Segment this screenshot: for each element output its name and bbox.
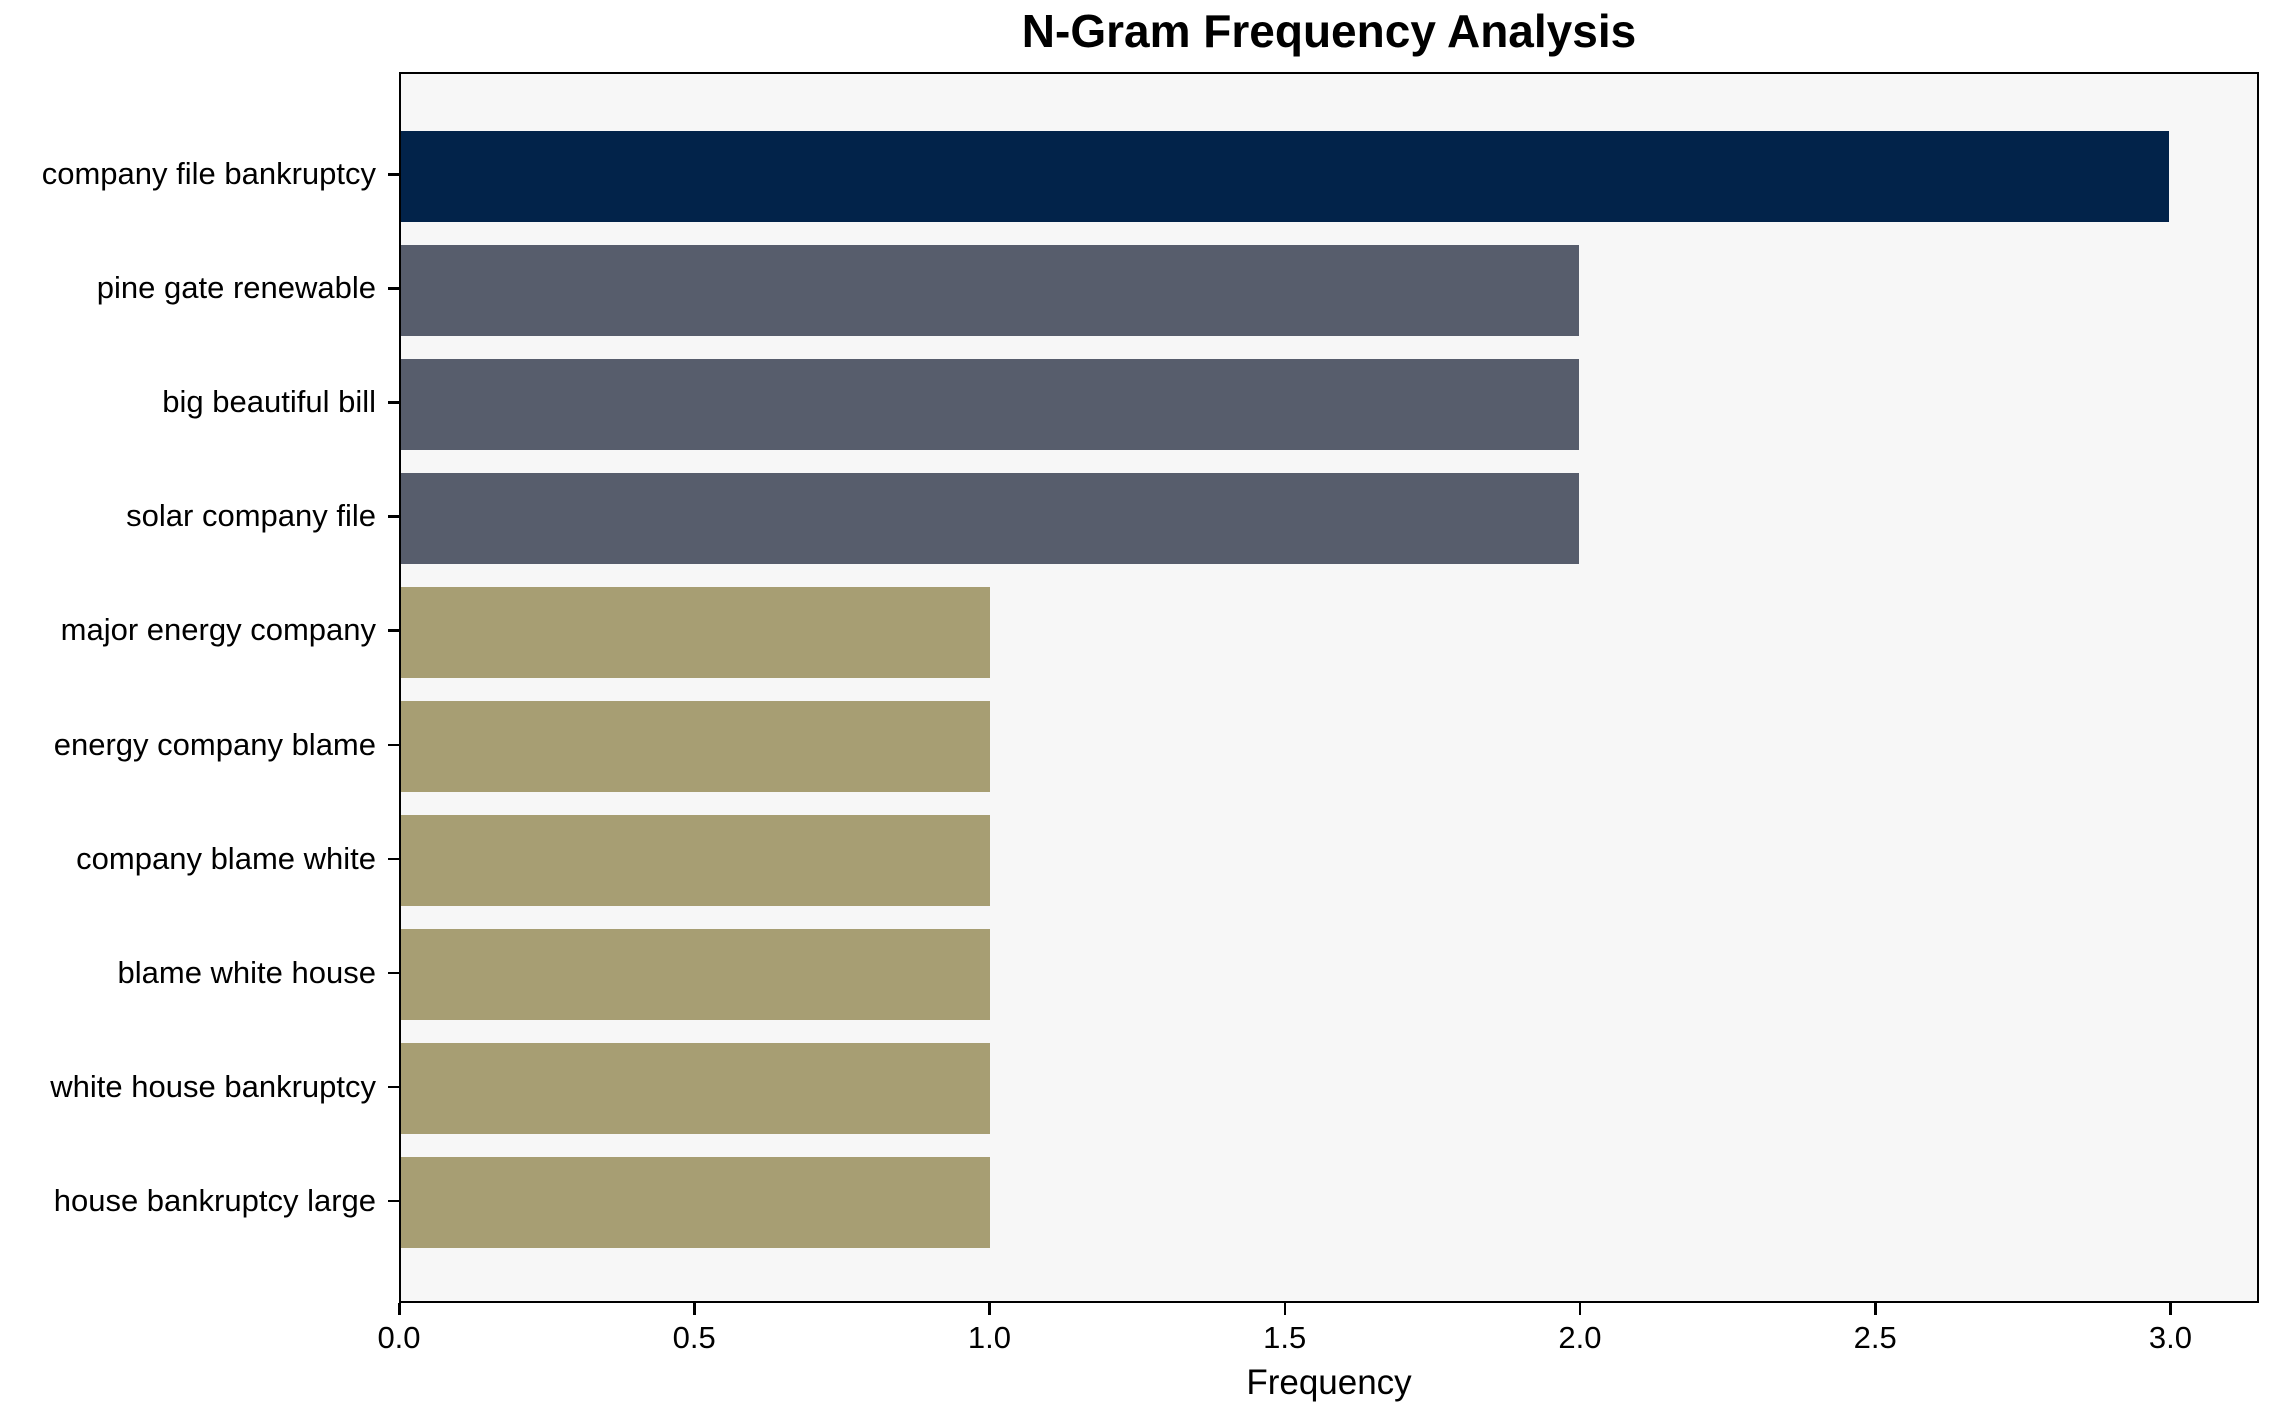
y-tick-label: big beautiful bill: [162, 384, 376, 420]
y-tick-label: pine gate renewable: [96, 270, 376, 306]
chart-title: N-Gram Frequency Analysis: [1021, 5, 1637, 57]
y-tick-label: solar company file: [126, 498, 376, 534]
x-tick-label: 1.5: [1263, 1320, 1307, 1355]
x-tick-mark: [693, 1303, 696, 1315]
x-tick-mark: [398, 1303, 401, 1315]
x-tick-label: 3.0: [2148, 1320, 2192, 1355]
bar: [401, 244, 1580, 336]
y-tick-mark: [388, 857, 399, 861]
y-tick-label: house bankruptcy large: [53, 1182, 376, 1218]
y-tick-mark: [388, 515, 399, 518]
plot-area: [399, 72, 2259, 1303]
y-tick-label: energy company blame: [53, 726, 376, 762]
y-tick-label: company file bankruptcy: [41, 156, 376, 192]
x-tick-mark: [1578, 1303, 1582, 1315]
y-tick-mark: [388, 629, 399, 632]
x-tick-mark: [2169, 1303, 2172, 1315]
y-tick-label: company blame white: [76, 840, 376, 876]
bar: [401, 130, 2169, 222]
x-tick-label: 0.0: [377, 1320, 421, 1355]
bar: [401, 929, 991, 1021]
y-tick-mark: [388, 401, 399, 404]
y-tick-mark: [388, 971, 399, 975]
x-axis-label: Frequency: [1246, 1363, 1412, 1402]
bar: [401, 701, 991, 793]
bar: [401, 586, 991, 678]
x-tick-label: 1.0: [967, 1320, 1012, 1355]
x-tick-label: 0.5: [672, 1320, 716, 1355]
y-tick-label: blame white house: [117, 954, 377, 990]
bar: [401, 472, 1580, 564]
x-tick-mark: [1874, 1303, 1877, 1315]
bar: [401, 815, 991, 907]
x-tick-label: 2.0: [1558, 1320, 1602, 1355]
x-tick-label: 2.5: [1853, 1320, 1897, 1355]
bar: [401, 358, 1580, 450]
y-tick-mark: [388, 173, 399, 176]
bar: [401, 1043, 991, 1135]
y-tick-mark: [388, 1199, 399, 1203]
y-tick-mark: [388, 287, 399, 290]
y-tick-label: major energy company: [60, 612, 376, 648]
x-tick-mark: [1283, 1303, 1287, 1315]
bar: [401, 1157, 991, 1249]
y-tick-label: white house bankruptcy: [50, 1068, 376, 1104]
y-tick-mark: [388, 1085, 399, 1089]
y-tick-mark: [388, 743, 399, 747]
x-tick-mark: [988, 1303, 991, 1315]
